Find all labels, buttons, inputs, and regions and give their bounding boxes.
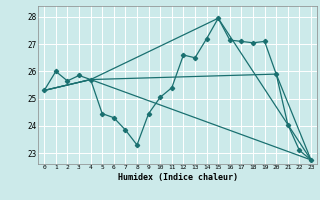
X-axis label: Humidex (Indice chaleur): Humidex (Indice chaleur): [118, 173, 238, 182]
